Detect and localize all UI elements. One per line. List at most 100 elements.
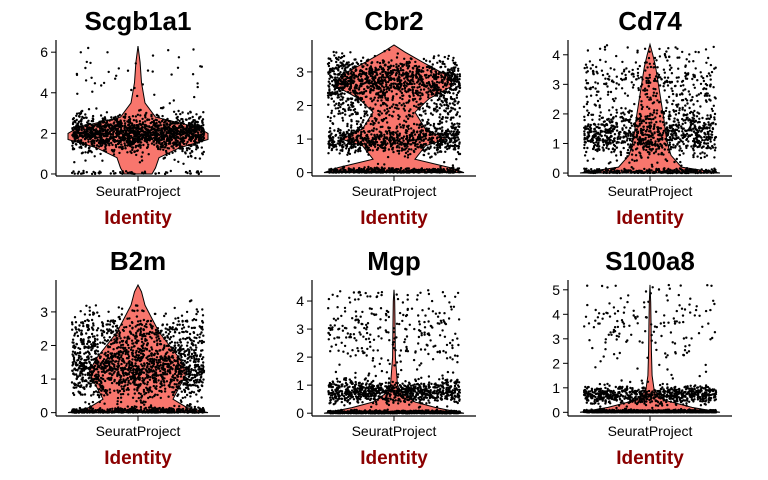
data-point	[411, 115, 414, 118]
data-point	[332, 50, 335, 54]
data-point	[426, 69, 429, 72]
data-point	[187, 112, 190, 115]
data-point	[112, 131, 115, 134]
data-point	[407, 153, 410, 157]
data-point	[453, 98, 456, 101]
data-point	[128, 120, 132, 123]
data-point	[713, 156, 716, 159]
data-point	[73, 140, 77, 143]
data-point	[352, 108, 355, 112]
data-point	[169, 169, 172, 173]
data-point	[91, 139, 94, 143]
data-point	[167, 147, 171, 150]
data-point	[613, 133, 617, 136]
data-point	[78, 125, 82, 128]
data-point	[71, 144, 74, 147]
data-point	[583, 130, 586, 133]
data-point	[334, 56, 338, 60]
data-point	[379, 87, 382, 90]
data-point	[378, 110, 382, 113]
data-point	[182, 139, 186, 143]
data-point	[363, 88, 366, 91]
data-point	[409, 108, 412, 111]
data-point	[446, 104, 449, 107]
data-point	[194, 156, 197, 160]
data-point	[348, 171, 351, 174]
data-point	[438, 81, 441, 84]
data-point	[449, 140, 452, 143]
data-point	[637, 170, 640, 173]
data-point	[370, 133, 373, 136]
data-point	[149, 121, 152, 125]
data-point	[405, 82, 409, 85]
data-point	[181, 111, 184, 114]
data-point	[374, 75, 377, 78]
data-point	[193, 130, 197, 133]
data-point	[120, 143, 123, 146]
data-point	[449, 77, 453, 80]
data-point	[437, 86, 440, 89]
data-point	[90, 119, 94, 123]
data-point	[154, 123, 157, 127]
data-point	[71, 127, 74, 130]
data-point	[392, 95, 395, 98]
data-point	[126, 69, 130, 72]
data-point	[382, 117, 386, 121]
data-point	[165, 132, 168, 135]
data-point	[658, 115, 662, 118]
data-point	[402, 94, 405, 97]
data-point	[424, 112, 427, 115]
data-point	[399, 86, 402, 89]
data-point	[84, 113, 87, 116]
data-point	[81, 115, 84, 119]
data-point	[663, 170, 666, 174]
data-point	[611, 120, 614, 124]
data-point	[90, 172, 94, 176]
data-point	[98, 136, 101, 139]
data-point	[168, 152, 171, 156]
data-point	[444, 97, 447, 101]
data-point	[585, 169, 589, 173]
data-point	[84, 66, 87, 70]
data-point	[176, 135, 179, 138]
data-point	[437, 72, 440, 76]
data-point	[333, 129, 336, 132]
data-point	[385, 111, 389, 114]
data-point	[395, 92, 398, 96]
data-point	[449, 95, 453, 99]
data-point	[130, 136, 134, 139]
data-point	[453, 170, 456, 174]
data-point	[418, 141, 421, 144]
data-point	[361, 70, 364, 74]
data-point	[146, 118, 149, 122]
data-point	[676, 119, 680, 122]
data-point	[369, 88, 372, 92]
data-point	[141, 121, 145, 124]
data-point	[591, 118, 594, 122]
data-point	[376, 61, 379, 64]
data-point	[84, 159, 87, 162]
data-point	[626, 143, 630, 146]
data-point	[361, 82, 365, 86]
data-point	[128, 171, 132, 174]
data-point	[453, 69, 456, 73]
data-point	[128, 142, 131, 146]
data-point	[105, 121, 109, 124]
data-point	[139, 114, 142, 117]
data-point	[339, 89, 342, 93]
data-point	[596, 149, 599, 153]
data-point	[679, 160, 682, 164]
data-point	[597, 171, 600, 174]
data-point	[373, 166, 376, 170]
data-point	[146, 145, 149, 149]
data-point	[416, 143, 419, 146]
data-point	[423, 74, 427, 77]
data-point	[431, 80, 434, 83]
data-point	[75, 112, 79, 115]
data-point	[446, 142, 449, 145]
data-point	[440, 99, 443, 103]
data-point	[429, 156, 432, 159]
data-point	[430, 91, 434, 95]
data-point	[142, 133, 145, 137]
data-point	[383, 135, 386, 139]
